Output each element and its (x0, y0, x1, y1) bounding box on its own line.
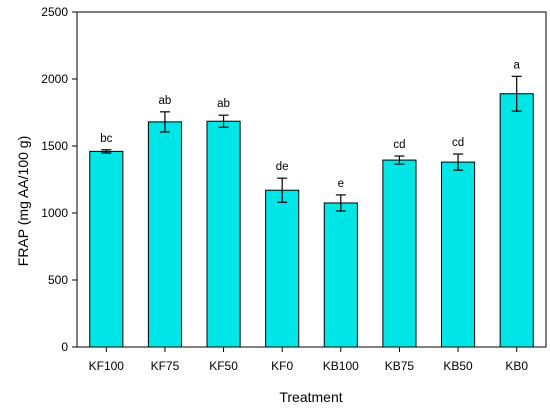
y-tick-label-2500: 2500 (41, 5, 68, 19)
y-tick-label-500: 500 (48, 273, 68, 287)
bars-layer: bc ab ab de e cd cd a (89, 59, 534, 348)
x-tick-label-kb0: KB0 (505, 359, 528, 373)
bar-kb0 (499, 93, 534, 348)
bar-kb100 (323, 202, 358, 348)
x-tick-label-kf75: KF75 (151, 359, 180, 373)
bar-kb50 (441, 161, 476, 348)
x-axis-title: Treatment (279, 389, 342, 405)
axes-layer: KF100 KF75 KF50 KF0 KB100 KB75 KB50 KB0 0 500 1000… (41, 5, 547, 373)
significance-label-kf75: ab (159, 95, 172, 107)
y-tick-label-2000: 2000 (41, 72, 68, 86)
plot-frame (76, 11, 547, 348)
bar-kb75 (382, 159, 417, 348)
significance-label-kb75: cd (393, 139, 405, 151)
x-tick-label-kf100: KF100 (89, 359, 125, 373)
significance-label-kb50: cd (452, 137, 464, 149)
bar-kf0 (265, 189, 300, 348)
bar-kf50 (206, 120, 241, 348)
y-axis-title: FRAP (mg AA/100 g) (15, 136, 31, 266)
x-tick-label-kb75: KB75 (385, 359, 415, 373)
x-tick-label-kb50: KB50 (443, 359, 473, 373)
bar-kf75 (147, 121, 182, 348)
x-tick-label-kf50: KF50 (209, 359, 238, 373)
y-tick-label-1000: 1000 (41, 206, 68, 220)
y-tick-label-1500: 1500 (41, 139, 68, 153)
x-tick-label-kf0: KF0 (271, 359, 293, 373)
significance-label-kf0: de (276, 161, 289, 173)
x-tick-label-kb100: KB100 (323, 359, 359, 373)
significance-label-kf50: ab (217, 98, 230, 110)
y-tick-label-0: 0 (61, 340, 68, 354)
bar-kf100 (89, 150, 124, 348)
significance-label-kb100: e (338, 178, 344, 190)
significance-label-kb0: a (513, 59, 520, 71)
significance-label-kf100: bc (100, 133, 112, 145)
